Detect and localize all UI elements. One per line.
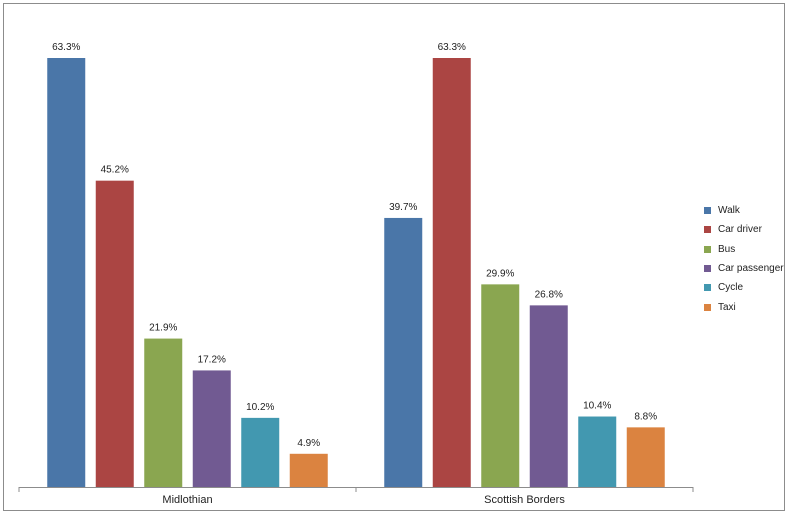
data-label: 63.3% bbox=[52, 42, 80, 53]
legend-item-cycle: Cycle bbox=[704, 278, 784, 297]
legend: Walk Car driver Bus Car passenger Cycle Taxi bbox=[704, 201, 784, 317]
data-label: 39.7% bbox=[389, 202, 417, 213]
bar-taxi-midlothian bbox=[289, 453, 328, 487]
bar-car-driver-midlothian bbox=[95, 180, 134, 487]
category-label: Midlothian bbox=[162, 494, 212, 506]
data-label: 8.8% bbox=[634, 411, 657, 422]
data-label: 10.2% bbox=[246, 402, 274, 413]
bar-cycle-midlothian bbox=[241, 417, 280, 487]
legend-item-bus: Bus bbox=[704, 240, 784, 259]
legend-label: Walk bbox=[718, 205, 740, 217]
data-label: 63.3% bbox=[438, 42, 466, 53]
legend-item-walk: Walk bbox=[704, 201, 784, 220]
legend-label: Car passenger bbox=[718, 263, 784, 275]
data-labels-group: 63.3% 45.2% 21.9% 17.2% 10.2% 4.9% 39.7% 63.3% 2… bbox=[52, 42, 657, 449]
data-label: 10.4% bbox=[583, 401, 611, 412]
legend-item-taxi: Taxi bbox=[704, 297, 784, 316]
legend-label: Cycle bbox=[718, 282, 744, 294]
legend-label: Taxi bbox=[718, 301, 736, 313]
legend-item-car-passenger: Car passenger bbox=[704, 259, 784, 278]
bar-bus-scottish-borders bbox=[481, 284, 520, 487]
legend-label: Car driver bbox=[718, 224, 762, 236]
legend-swatch bbox=[704, 284, 711, 292]
data-label: 45.2% bbox=[101, 165, 129, 176]
data-label: 4.9% bbox=[297, 438, 320, 449]
data-label: 21.9% bbox=[149, 323, 177, 334]
bar-walk-scottish-borders bbox=[384, 217, 423, 488]
legend-swatch bbox=[704, 303, 711, 311]
category-label: Scottish Borders bbox=[484, 494, 565, 506]
bar-car-passenger-scottish-borders bbox=[529, 305, 568, 487]
data-label: 26.8% bbox=[535, 289, 563, 300]
bar-walk-midlothian bbox=[47, 58, 86, 487]
x-axis-ticks bbox=[18, 487, 694, 492]
bar-car-passenger-midlothian bbox=[192, 370, 231, 487]
category-labels: Midlothian Scottish Borders bbox=[162, 494, 565, 506]
data-label: 17.2% bbox=[198, 354, 226, 365]
bar-cycle-scottish-borders bbox=[578, 416, 617, 487]
legend-swatch bbox=[704, 226, 711, 234]
bar-car-driver-scottish-borders bbox=[432, 58, 471, 487]
legend-swatch bbox=[704, 207, 711, 215]
bar-taxi-scottish-borders bbox=[626, 427, 665, 487]
legend-label: Bus bbox=[718, 243, 736, 255]
legend-item-car-driver: Car driver bbox=[704, 220, 784, 239]
legend-swatch bbox=[704, 265, 711, 273]
bar-bus-midlothian bbox=[144, 338, 183, 487]
legend-swatch bbox=[704, 245, 711, 253]
bars-group bbox=[47, 58, 665, 488]
data-label: 29.9% bbox=[486, 268, 514, 279]
